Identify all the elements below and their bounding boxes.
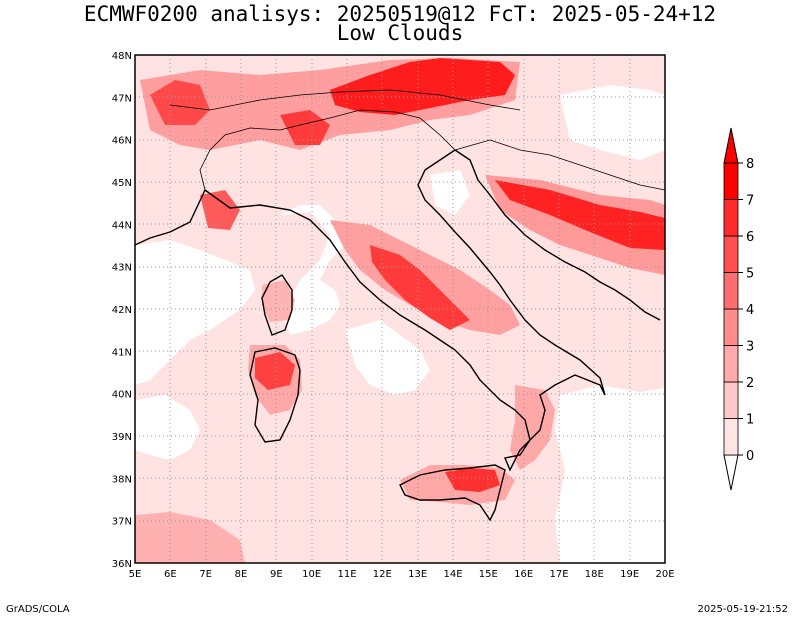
colorbar-level-label: 3 — [746, 340, 754, 355]
colorbar-level-label: 8 — [746, 157, 754, 172]
colorbar-level-label: 5 — [746, 267, 754, 282]
lat-tick-label: 46N — [112, 136, 132, 147]
lon-tick-label: 10E — [302, 569, 321, 580]
cloud-corsica-mid — [262, 280, 295, 322]
lat-tick-label: 36N — [112, 559, 132, 570]
clear-area-north-adriatic — [430, 170, 470, 215]
colorbar-swatch — [723, 162, 739, 200]
clear-area-sw — [135, 395, 200, 460]
lon-tick-label: 17E — [549, 569, 568, 580]
cloud-core-alps-mid — [280, 110, 330, 145]
borders — [169, 89, 666, 191]
lat-tick-label: 41N — [112, 347, 132, 358]
coastline-sardinia — [249, 347, 301, 443]
colorbar-level-label: 0 — [746, 449, 754, 464]
cloud-core-sardinia — [255, 352, 295, 390]
coastline-corsica — [261, 274, 293, 336]
colorbar-swatch — [723, 235, 739, 273]
lon-tick-label: 12E — [373, 569, 392, 580]
longitude-axis: 5E 6E 7E 8E 9E 10E 11E 12E 13E 14E 15E 16E 17E 18E 19E… — [129, 569, 675, 580]
colorbar-swatch — [723, 272, 739, 310]
cloud-field — [135, 58, 665, 563]
cloud-core-balkans — [495, 180, 665, 250]
lon-tick-label: 9E — [270, 569, 283, 580]
lat-tick-label: 37N — [112, 517, 132, 528]
border-balkans-inland — [454, 139, 666, 191]
cloud-core-apennines — [370, 245, 470, 330]
border-alps — [199, 109, 456, 191]
colorbar-arrow-low — [723, 454, 739, 491]
colorbar-swatch — [723, 199, 739, 237]
lat-tick-label: 47N — [112, 93, 132, 104]
lon-tick-label: 15E — [479, 569, 498, 580]
border-north — [169, 89, 521, 111]
chart-subtitle: Low Clouds — [336, 21, 464, 45]
lon-tick-label: 20E — [655, 569, 674, 580]
footer-credit: GrADS/COLA — [6, 604, 70, 615]
clear-area-tyrrhenian — [280, 205, 345, 335]
lat-tick-label: 40N — [112, 390, 132, 401]
lat-tick-label: 48N — [112, 51, 132, 62]
colorbar-swatch — [723, 345, 739, 383]
lon-tick-label: 11E — [337, 569, 356, 580]
colorbar-arrow-high — [723, 127, 739, 164]
lat-lon-grid — [135, 55, 665, 563]
colorbar: 0 1 2 3 4 5 6 7 8 — [723, 127, 754, 491]
lon-tick-label: 5E — [129, 569, 142, 580]
lat-tick-label: 44N — [112, 220, 132, 231]
lon-tick-label: 8E — [235, 569, 248, 580]
clear-area-ne — [560, 85, 665, 160]
lat-tick-label: 38N — [112, 474, 132, 485]
cloud-core-austria — [330, 58, 515, 115]
lat-tick-label: 42N — [112, 305, 132, 316]
clear-area-ionian — [555, 385, 665, 563]
lat-tick-label: 43N — [112, 263, 132, 274]
coastline-balkans — [454, 149, 661, 321]
coastline-france — [134, 189, 206, 246]
clear-area-west-sea — [135, 240, 255, 385]
colorbar-level-label: 6 — [746, 230, 754, 245]
lat-tick-label: 45N — [112, 178, 132, 189]
coastline-sicily — [399, 464, 506, 522]
lat-tick-label: 39N — [112, 432, 132, 443]
lon-tick-label: 7E — [199, 569, 212, 580]
lon-tick-label: 18E — [585, 569, 604, 580]
lon-tick-label: 14E — [443, 569, 462, 580]
latitude-axis: 48N 47N 46N 45N 44N 43N 42N 41N 40N 39N 38N 37N 36N — [112, 51, 132, 570]
lon-tick-label: 19E — [620, 569, 639, 580]
colorbar-swatch — [723, 381, 739, 419]
colorbar-swatch — [723, 308, 739, 346]
colorbar-level-label: 4 — [746, 303, 754, 318]
cloud-core-maritime-alps — [200, 190, 240, 230]
colorbar-level-label: 2 — [746, 376, 754, 391]
cloud-africa-mid — [135, 512, 245, 563]
colorbar-level-label: 7 — [746, 194, 754, 209]
footer-timestamp: 2025-05-19-21:52 — [697, 604, 788, 615]
lon-tick-label: 16E — [514, 569, 533, 580]
colorbar-level-label: 1 — [746, 413, 754, 428]
map-frame — [134, 54, 666, 564]
colorbar-swatch — [723, 418, 739, 456]
coastline-italy — [204, 149, 606, 472]
chart-title: ECMWF0200 analisys: 20250519@12 FcT: 202… — [83, 2, 717, 26]
lon-tick-label: 6E — [164, 569, 177, 580]
lon-tick-label: 13E — [408, 569, 427, 580]
cloud-core-sicily — [445, 468, 500, 492]
cloud-core-alps-west — [150, 80, 210, 125]
coastlines — [134, 149, 661, 522]
clear-area-south-tyrrhenian — [345, 320, 430, 395]
